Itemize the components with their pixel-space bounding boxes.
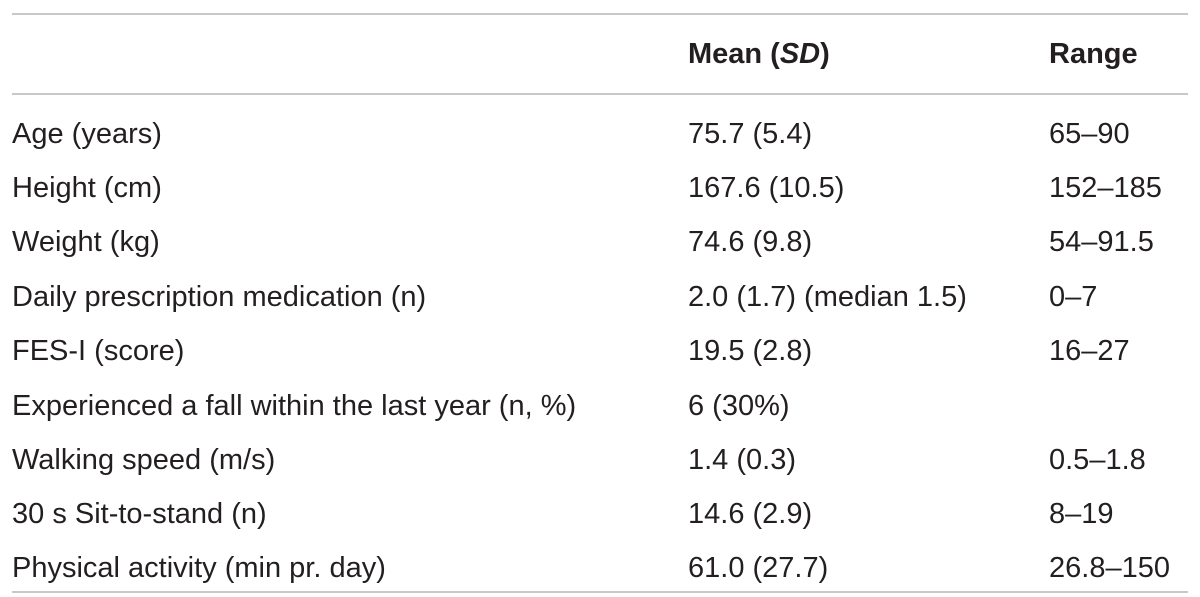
table-row: Weight (kg) 74.6 (9.8) 54–91.5: [0, 215, 1200, 269]
table-row: 30 s Sit-to-stand (n) 14.6 (2.9) 8–19: [0, 487, 1200, 541]
table-header-rule: [12, 93, 1188, 95]
row-range: 26.8–150: [1049, 552, 1170, 584]
row-range: 16–27: [1049, 335, 1130, 367]
row-mean: 6 (30%): [688, 390, 790, 422]
row-label: Physical activity (min pr. day): [12, 552, 386, 584]
table-row: Experienced a fall within the last year …: [0, 379, 1200, 433]
row-label: FES-I (score): [12, 335, 185, 367]
row-mean: 61.0 (27.7): [688, 552, 829, 584]
header-mean-text: Mean (: [688, 38, 780, 70]
row-mean: 167.6 (10.5): [688, 172, 845, 204]
row-mean: 74.6 (9.8): [688, 226, 813, 258]
row-label: Weight (kg): [12, 226, 160, 258]
table-row: Height (cm) 167.6 (10.5) 152–185: [0, 161, 1200, 215]
table-row: Walking speed (m/s) 1.4 (0.3) 0.5–1.8: [0, 433, 1200, 487]
table-row: FES-I (score) 19.5 (2.8) 16–27: [0, 324, 1200, 378]
row-label: Daily prescription medication (n): [12, 281, 427, 313]
table-row: Physical activity (min pr. day) 61.0 (27…: [0, 541, 1200, 595]
row-range: 8–19: [1049, 498, 1114, 530]
table-row: Age (years) 75.7 (5.4) 65–90: [0, 107, 1200, 161]
row-label: Experienced a fall within the last year …: [12, 390, 577, 422]
row-mean: 19.5 (2.8): [688, 335, 813, 367]
row-label: Age (years): [12, 118, 162, 150]
row-mean: 14.6 (2.9): [688, 498, 813, 530]
row-range: 65–90: [1049, 118, 1130, 150]
table-row: Daily prescription medication (n) 2.0 (1…: [0, 270, 1200, 324]
row-range: 54–91.5: [1049, 226, 1154, 258]
row-label: 30 s Sit-to-stand (n): [12, 498, 267, 530]
row-mean: 2.0 (1.7) (median 1.5): [688, 281, 967, 313]
row-range: 0–7: [1049, 281, 1098, 313]
header-range: Range: [1049, 38, 1138, 70]
header-sd-text: SD: [779, 38, 821, 70]
row-label: Walking speed (m/s): [12, 444, 276, 476]
header-mean-close: ): [820, 38, 830, 70]
row-mean: 75.7 (5.4): [688, 118, 813, 150]
header-mean-sd: Mean (SD): [688, 34, 830, 74]
table-top-rule: [12, 13, 1188, 15]
row-label: Height (cm): [12, 172, 162, 204]
table-bottom-rule: [12, 591, 1188, 593]
row-mean: 1.4 (0.3): [688, 444, 796, 476]
row-range: 0.5–1.8: [1049, 444, 1146, 476]
row-range: 152–185: [1049, 172, 1162, 204]
